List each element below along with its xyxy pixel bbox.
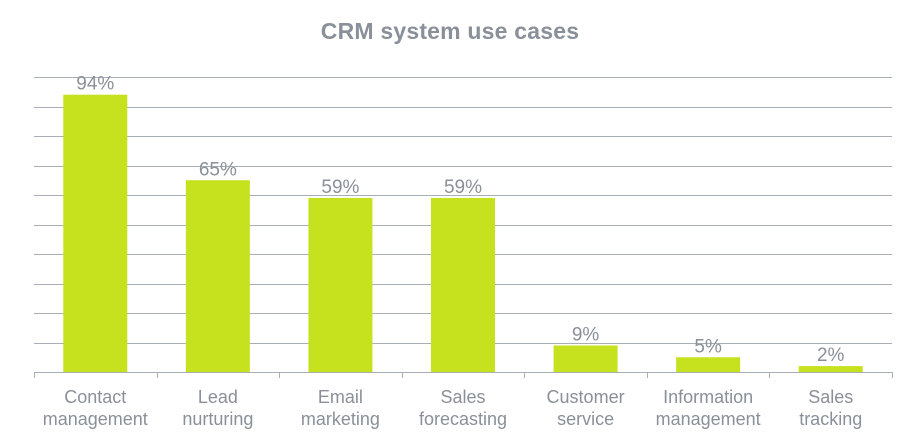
data-label: 59%	[321, 177, 359, 198]
x-tick-label: Email	[318, 387, 363, 407]
data-label: 65%	[199, 159, 237, 180]
bar	[798, 366, 863, 372]
x-tick-label: service	[557, 409, 614, 429]
x-tick-label: Sales	[808, 387, 853, 407]
x-tick-label: nurturing	[182, 409, 253, 429]
data-label: 9%	[572, 324, 600, 345]
chart-title: CRM system use cases	[320, 18, 580, 44]
data-label: 5%	[694, 336, 722, 357]
bar	[308, 197, 373, 372]
x-tick-label: management	[656, 409, 761, 429]
bar	[676, 357, 741, 372]
bar	[185, 180, 250, 372]
data-label: 94%	[76, 74, 114, 95]
data-label: 2%	[817, 345, 845, 366]
data-label: 59%	[444, 177, 482, 198]
x-tick-label: forecasting	[419, 409, 507, 429]
x-tick-label: tracking	[799, 409, 862, 429]
bar	[431, 197, 495, 372]
bar	[553, 345, 618, 372]
x-tick-label: Sales	[440, 387, 485, 407]
x-tick-label: Contact	[64, 387, 126, 407]
x-tick-label: management	[43, 409, 148, 429]
x-tick-label: Information	[663, 387, 753, 407]
x-tick-label: Lead	[198, 387, 238, 407]
x-tick-label: marketing	[301, 409, 380, 429]
bar	[63, 94, 128, 372]
x-tick-label: Customer	[547, 387, 625, 407]
